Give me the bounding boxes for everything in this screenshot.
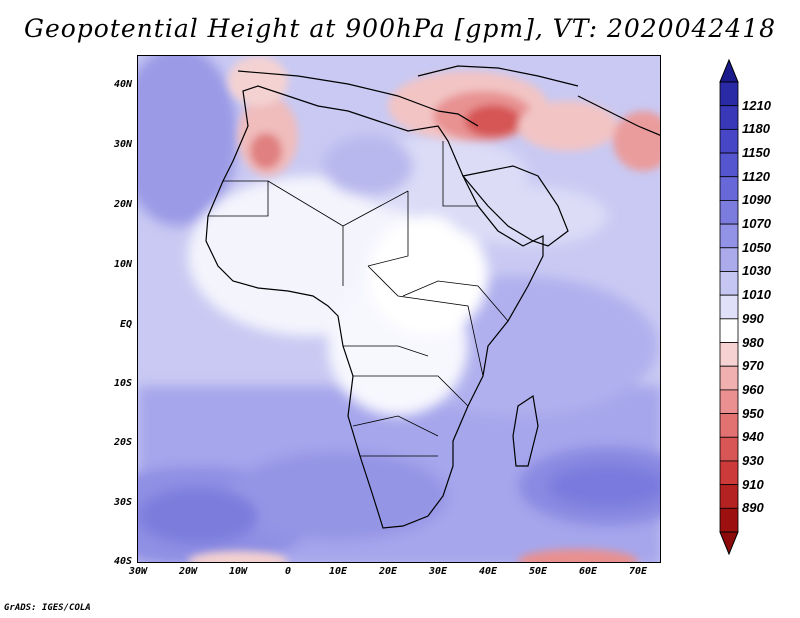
coastlines [205,65,660,529]
colorbar-label: 1180 [742,121,770,137]
colorbar-cell [719,484,739,509]
colorbar-label: 940 [742,429,764,445]
colorbar-label: 1010 [742,287,771,303]
colorbar-cell [719,176,739,201]
colorbar-cell [719,365,739,391]
lon-tick-10e: 10E [328,566,348,577]
colorbar-cell [719,128,739,154]
lat-tick-40n: 40N [113,79,132,90]
colorbar-cell [719,389,739,414]
colorbar-cell [719,342,739,367]
lon-tick-10w: 10W [228,566,248,577]
colorbar-label: 1210 [742,97,771,113]
lon-tick-20w: 20W [178,566,198,577]
colorbar-top-arrow [719,58,739,83]
colorbar-cells [719,81,739,533]
colorbar-label: 1120 [742,168,770,184]
lon-tick-70e: 70E [628,566,648,577]
colorbar-label: 990 [742,310,764,326]
colorbar-label: 970 [742,358,764,374]
lon-tick-50e: 50E [528,566,548,577]
lon-tick-30w: 30W [128,566,148,577]
lat-tick-20n: 20N [113,199,132,210]
colorbar-cell [719,81,739,107]
lon-tick-20e: 20E [378,566,398,577]
colorbar-cell [719,200,739,225]
lon-tick-60e: 60E [578,566,598,577]
field-blue-south [138,56,660,562]
colorbar-cell [719,436,739,462]
lat-tick-40s: 40S [113,556,132,567]
colorbar-cell [719,294,739,320]
colorbar-label: 950 [742,405,764,421]
colorbar-label: 1090 [742,192,771,208]
colorbar [719,58,739,556]
colorbar-cell [719,413,739,438]
colorbar-label: 1070 [742,216,771,232]
colorbar-cell [719,105,739,130]
lat-tick-10s: 10S [113,378,132,389]
lon-tick-40e: 40E [478,566,498,577]
colorbar-cell [719,460,739,486]
colorbar-cell [719,223,739,249]
map-panel [137,55,661,563]
colorbar-cell [719,152,739,178]
colorbar-cell [719,507,739,533]
lat-tick-eq: EQ [119,319,132,330]
colorbar-label: 1050 [742,239,771,255]
field-red-north [188,56,660,562]
country-borders [208,141,509,457]
lat-tick-10n: 10N [113,259,132,270]
colorbar-cell [719,318,739,343]
colorbar-cell [719,271,739,296]
colorbar-label: 980 [742,334,764,350]
lon-tick-0: 0 [284,566,292,577]
colorbar-bottom-arrow [719,531,739,556]
footer-credit: GrADS: IGES/COLA [4,603,91,613]
geopotential-field [138,56,660,562]
lat-tick-20s: 20S [113,437,132,448]
colorbar-label: 930 [742,452,764,468]
map-title: Geopotential Height at 900hPa [gpm], VT:… [23,14,777,43]
colorbar-label: 910 [742,476,764,492]
lon-tick-30e: 30E [428,566,448,577]
colorbar-label: 890 [742,500,764,516]
lat-tick-30s: 30S [113,497,132,508]
colorbar-label: 1030 [742,263,771,279]
colorbar-label: 1150 [742,145,770,161]
colorbar-label: 960 [742,381,764,397]
lat-tick-30n: 30N [113,139,132,150]
colorbar-cell [719,247,739,272]
